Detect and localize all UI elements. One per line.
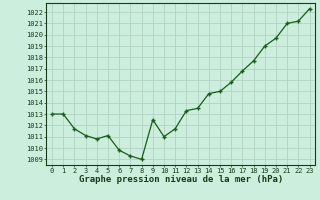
X-axis label: Graphe pression niveau de la mer (hPa): Graphe pression niveau de la mer (hPa): [79, 175, 283, 184]
